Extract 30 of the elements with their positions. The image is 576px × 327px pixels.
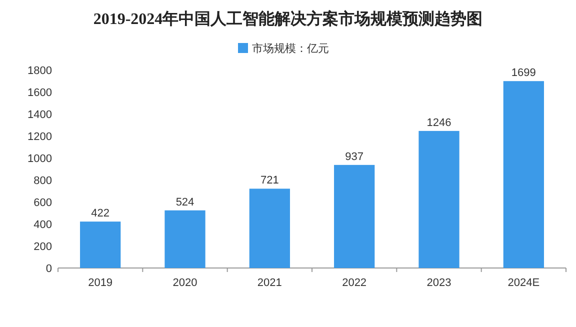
y-tick-label: 200 xyxy=(34,241,52,253)
x-tick-label: 2019 xyxy=(88,277,113,289)
bar xyxy=(418,130,460,268)
y-tick-label: 400 xyxy=(34,219,52,231)
x-tick-label: 2022 xyxy=(342,277,367,289)
data-label: 524 xyxy=(176,196,194,208)
data-label: 1699 xyxy=(511,67,536,80)
y-tick-label: 1600 xyxy=(28,87,52,99)
bar xyxy=(334,164,375,268)
y-tick-label: 1200 xyxy=(28,131,52,143)
y-tick-label: 1400 xyxy=(28,109,52,121)
bar xyxy=(164,210,206,268)
data-label: 721 xyxy=(260,174,279,187)
data-label: 1246 xyxy=(426,116,452,129)
x-tick-label: 2023 xyxy=(426,277,452,289)
bar xyxy=(80,222,121,268)
x-tick-label: 2020 xyxy=(172,277,198,289)
chart-title: 2019-2024年中国人工智能解决方案市场规模预测趋势图 xyxy=(93,9,483,28)
bar xyxy=(503,81,544,268)
y-tick-label: 1800 xyxy=(28,65,52,77)
y-tick-label: 800 xyxy=(34,175,52,187)
y-tick-label: 0 xyxy=(46,263,52,275)
x-tick-label: 2024E xyxy=(508,277,540,289)
bar xyxy=(249,188,290,268)
x-tick-label: 2021 xyxy=(257,277,282,289)
data-label: 422 xyxy=(91,208,110,220)
y-tick-label: 1000 xyxy=(28,153,52,165)
data-label: 937 xyxy=(345,150,364,163)
legend-label: 市场规模：亿元 xyxy=(252,42,329,55)
y-tick-label: 600 xyxy=(34,197,52,209)
